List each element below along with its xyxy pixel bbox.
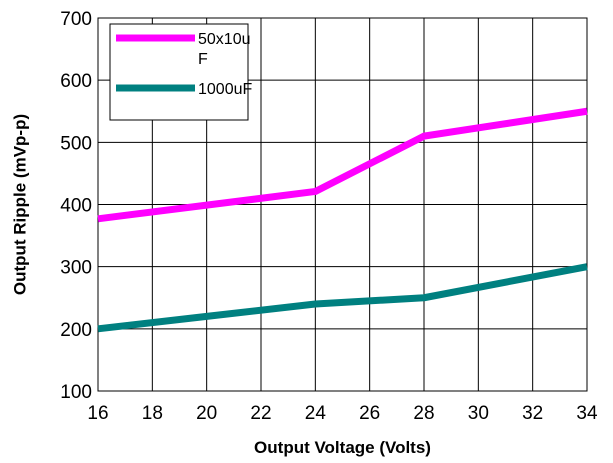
y-tick-label: 100 bbox=[60, 382, 92, 403]
legend: 50x10u F 1000uF bbox=[109, 23, 252, 121]
legend-label-50x10uf-line1: 50x10u bbox=[198, 31, 251, 48]
series-lines bbox=[97, 107, 588, 333]
x-tick-label: 34 bbox=[576, 403, 598, 424]
y-tick-labels: 100 200 300 400 500 600 700 bbox=[60, 9, 92, 403]
y-tick-label: 500 bbox=[60, 133, 92, 154]
x-tick-label: 26 bbox=[359, 403, 380, 424]
y-axis-title: Output Ripple (mVp-p) bbox=[11, 114, 30, 295]
x-tick-label: 18 bbox=[142, 403, 163, 424]
y-tick-label: 600 bbox=[60, 71, 92, 92]
x-tick-label: 20 bbox=[196, 403, 217, 424]
x-tick-label: 24 bbox=[305, 403, 327, 424]
legend-label-50x10uf-line2: F bbox=[198, 51, 208, 68]
x-tick-label: 30 bbox=[468, 403, 489, 424]
y-tick-label: 700 bbox=[60, 9, 92, 30]
x-tick-label: 22 bbox=[250, 403, 271, 424]
x-axis-title: Output Voltage (Volts) bbox=[254, 438, 431, 457]
x-tick-label: 16 bbox=[87, 403, 108, 424]
y-tick-label: 400 bbox=[60, 196, 92, 217]
y-tick-label: 200 bbox=[60, 320, 92, 341]
x-tick-label: 28 bbox=[413, 403, 434, 424]
y-tick-label: 300 bbox=[60, 258, 92, 279]
x-tick-label: 32 bbox=[522, 403, 543, 424]
plot-frame bbox=[97, 17, 588, 392]
series-line-50x10uf bbox=[97, 107, 588, 223]
legend-label-1000uf: 1000uF bbox=[198, 81, 252, 98]
x-tick-labels: 16 18 20 22 24 26 28 30 32 34 bbox=[87, 403, 598, 424]
series-line-1000uf bbox=[97, 263, 588, 333]
